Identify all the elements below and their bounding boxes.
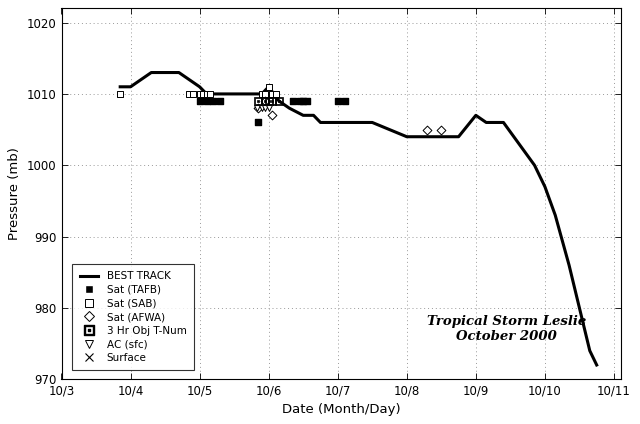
Point bbox=[215, 98, 225, 104]
X-axis label: Date (Month/Day): Date (Month/Day) bbox=[282, 403, 401, 416]
Point bbox=[260, 105, 270, 112]
Point bbox=[260, 98, 270, 104]
Point bbox=[264, 105, 274, 112]
Point bbox=[298, 98, 308, 104]
Point bbox=[208, 98, 218, 104]
Point bbox=[274, 98, 284, 104]
Point bbox=[264, 98, 274, 104]
Point bbox=[202, 98, 212, 104]
Point bbox=[264, 84, 274, 90]
Point bbox=[339, 98, 349, 104]
Point bbox=[294, 98, 305, 104]
Point bbox=[267, 98, 277, 104]
Legend: BEST TRACK, Sat (TAFB), Sat (SAB), Sat (AFWA), 3 Hr Obj T-Num, AC (sfc), Surface: BEST TRACK, Sat (TAFB), Sat (SAB), Sat (… bbox=[72, 264, 194, 370]
Point bbox=[205, 91, 215, 98]
Point bbox=[253, 98, 264, 104]
Point bbox=[271, 91, 281, 98]
Point bbox=[267, 112, 277, 119]
Point bbox=[267, 91, 277, 98]
Point bbox=[436, 126, 447, 133]
Point bbox=[195, 98, 205, 104]
Point bbox=[260, 91, 270, 98]
Point bbox=[301, 98, 312, 104]
Point bbox=[333, 98, 343, 104]
Point bbox=[184, 91, 195, 98]
Point bbox=[257, 91, 267, 98]
Point bbox=[195, 91, 205, 98]
Point bbox=[253, 119, 264, 126]
Point bbox=[257, 105, 267, 112]
Point bbox=[288, 98, 298, 104]
Y-axis label: Pressure (mb): Pressure (mb) bbox=[8, 148, 21, 240]
Point bbox=[422, 126, 433, 133]
Point bbox=[202, 91, 212, 98]
Point bbox=[253, 105, 264, 112]
Point bbox=[115, 91, 125, 98]
Point bbox=[252, 105, 262, 112]
Point bbox=[260, 98, 270, 104]
Text: Tropical Storm Leslie
October 2000: Tropical Storm Leslie October 2000 bbox=[428, 315, 586, 343]
Point bbox=[188, 91, 198, 98]
Point bbox=[198, 91, 208, 98]
